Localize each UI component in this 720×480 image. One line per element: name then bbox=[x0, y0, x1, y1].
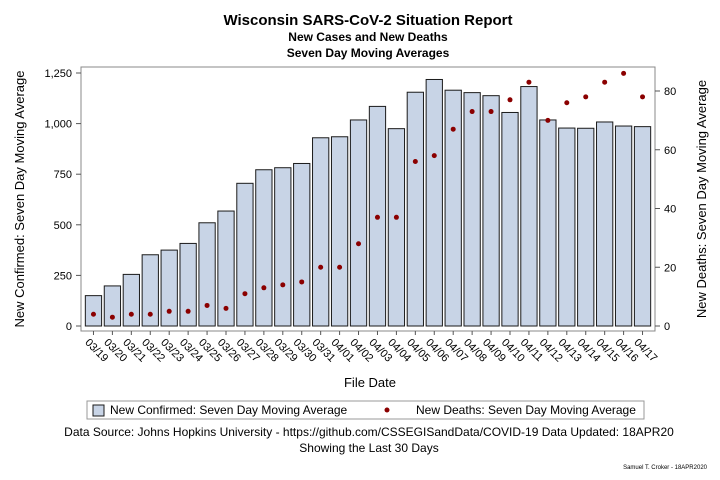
bar bbox=[104, 286, 120, 326]
death-point bbox=[526, 80, 531, 85]
legend: New Confirmed: Seven Day Moving Average … bbox=[87, 401, 644, 419]
bar bbox=[331, 137, 347, 326]
bar bbox=[445, 90, 461, 326]
legend-dot-label: New Deaths: Seven Day Moving Average bbox=[416, 403, 636, 417]
death-point bbox=[432, 153, 437, 158]
bar bbox=[237, 183, 253, 326]
death-point bbox=[337, 265, 342, 270]
death-point bbox=[110, 315, 115, 320]
bar bbox=[256, 170, 272, 326]
death-point bbox=[186, 309, 191, 314]
death-point bbox=[224, 306, 229, 311]
death-point bbox=[318, 265, 323, 270]
death-point bbox=[602, 80, 607, 85]
death-point bbox=[375, 215, 380, 220]
x-axis-label: File Date bbox=[344, 375, 396, 390]
y-tick-label-left: 750 bbox=[54, 169, 72, 181]
bar bbox=[123, 274, 139, 326]
death-point bbox=[508, 97, 513, 102]
death-point bbox=[91, 312, 96, 317]
y-tick-label-left: 1,000 bbox=[44, 119, 72, 131]
y-tick-label-right: 0 bbox=[664, 321, 670, 333]
death-point bbox=[167, 309, 172, 314]
bar bbox=[313, 138, 329, 326]
legend-bar-label: New Confirmed: Seven Day Moving Average bbox=[110, 403, 348, 417]
y-tick-label-right: 60 bbox=[664, 145, 676, 157]
bar bbox=[426, 79, 442, 326]
death-point bbox=[394, 215, 399, 220]
death-point bbox=[470, 109, 475, 114]
chart-subtitle-2: Seven Day Moving Averages bbox=[287, 46, 450, 60]
y-axis-label-right: New Deaths: Seven Day Moving Average bbox=[694, 80, 709, 318]
death-point bbox=[205, 303, 210, 308]
death-point bbox=[545, 118, 550, 123]
bar bbox=[85, 296, 101, 326]
bar bbox=[634, 127, 650, 326]
bar bbox=[615, 126, 631, 326]
y-tick-label-left: 500 bbox=[54, 220, 72, 232]
bar bbox=[597, 122, 613, 326]
death-point bbox=[356, 241, 361, 246]
death-point bbox=[280, 282, 285, 287]
bar bbox=[294, 163, 310, 326]
death-point bbox=[489, 109, 494, 114]
legend-bar-swatch bbox=[93, 405, 104, 416]
bar bbox=[199, 223, 215, 326]
bar bbox=[559, 128, 575, 326]
footnote-range: Showing the Last 30 Days bbox=[299, 441, 438, 455]
bar bbox=[502, 112, 518, 326]
y-tick-label-right: 40 bbox=[664, 204, 676, 216]
y-tick-label-left: 250 bbox=[54, 270, 72, 282]
bar bbox=[578, 128, 594, 326]
bar bbox=[275, 168, 291, 326]
death-point bbox=[451, 127, 456, 132]
death-point bbox=[148, 312, 153, 317]
death-point bbox=[564, 100, 569, 105]
death-point bbox=[583, 94, 588, 99]
y-tick-label-right: 20 bbox=[664, 262, 676, 274]
bar bbox=[407, 92, 423, 326]
y-tick-label-left: 0 bbox=[66, 321, 72, 333]
death-point bbox=[413, 159, 418, 164]
death-point bbox=[640, 94, 645, 99]
bar bbox=[350, 120, 366, 326]
y-axis-label-left: New Confirmed: Seven Day Moving Average bbox=[12, 71, 27, 328]
death-point bbox=[621, 71, 626, 76]
death-point bbox=[129, 312, 134, 317]
bar bbox=[521, 87, 537, 326]
death-point bbox=[299, 279, 304, 284]
y-tick-label-left: 1,250 bbox=[44, 68, 72, 80]
death-point bbox=[261, 285, 266, 290]
bar bbox=[464, 93, 480, 326]
chart-subtitle-1: New Cases and New Deaths bbox=[288, 30, 448, 44]
y-tick-label-right: 80 bbox=[664, 86, 676, 98]
footnote-source: Data Source: Johns Hopkins University - … bbox=[64, 425, 674, 439]
legend-dot-swatch bbox=[385, 408, 390, 413]
death-point bbox=[242, 291, 247, 296]
bar bbox=[540, 120, 556, 326]
bar bbox=[388, 129, 404, 326]
bar bbox=[483, 96, 499, 326]
signature: Samuel T. Croker - 18APR2020 bbox=[623, 465, 708, 471]
bar bbox=[161, 250, 177, 326]
chart-title: Wisconsin SARS-CoV-2 Situation Report bbox=[223, 12, 512, 29]
